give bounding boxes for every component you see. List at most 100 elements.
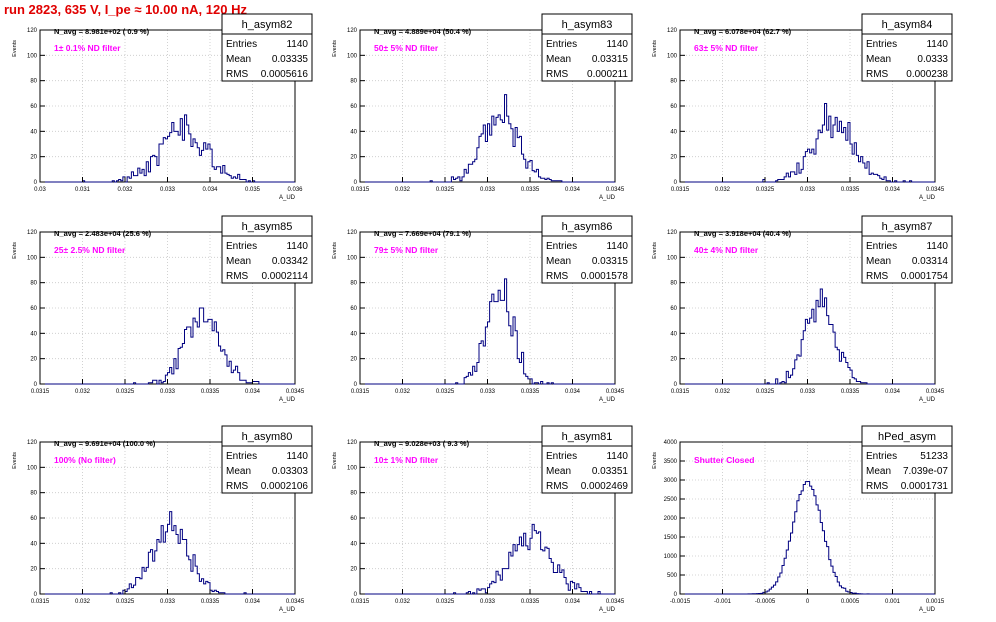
x-tick-label: 0.0325 xyxy=(436,389,455,395)
stats-body-box xyxy=(221,33,313,82)
x-tick-label: 0.032 xyxy=(715,389,731,395)
y-axis-title: Events xyxy=(652,452,658,469)
y-axis-title: Events xyxy=(652,242,658,259)
y-tick-label: 3000 xyxy=(664,478,678,484)
stats-value: 1140 xyxy=(606,39,628,50)
filter-label: 40± 4% ND filter xyxy=(694,245,759,255)
y-tick-label: 40 xyxy=(30,129,37,135)
histogram-panel-h_asym85: 0.0315 0.032 0.0325 0.033 0.0335 0.034 0.0345 0… xyxy=(12,215,313,403)
y-tick-label: 0 xyxy=(34,382,38,388)
y-tick-label: 0 xyxy=(354,382,358,388)
stats-value: 51233 xyxy=(920,451,948,462)
x-tick-label: 0.0335 xyxy=(521,389,540,395)
x-tick-label: 0.0325 xyxy=(116,599,135,605)
y-axis-title: Events xyxy=(332,40,338,57)
histogram-series-h_asym84 xyxy=(680,102,935,183)
filter-label: Shutter Closed xyxy=(694,455,754,465)
stats-label: Mean xyxy=(226,466,251,477)
y-tick-label: 100 xyxy=(347,255,358,261)
stats-value: 0.03342 xyxy=(272,256,309,267)
x-axis-title: A_UD xyxy=(919,195,936,201)
stats-label: Mean xyxy=(546,466,571,477)
stats-label: Mean xyxy=(226,256,251,267)
x-tick-label: 0.034 xyxy=(885,187,901,193)
histogram-series-h_asym83 xyxy=(360,94,615,183)
x-tick-label: 0.033 xyxy=(800,389,816,395)
stats-body-box xyxy=(541,33,633,82)
x-axis-title: A_UD xyxy=(599,607,616,613)
stats-body-box xyxy=(861,235,953,284)
stats-label: Entries xyxy=(546,451,577,462)
filter-label: 1± 0.1% ND filter xyxy=(54,43,121,53)
x-tick-label: 0.0005 xyxy=(841,599,860,605)
stats-label: RMS xyxy=(866,481,889,492)
x-tick-label: 0.033 xyxy=(160,389,176,395)
stats-label: Mean xyxy=(866,256,891,267)
stats-label: RMS xyxy=(226,481,249,492)
stats-label: RMS xyxy=(866,69,889,80)
stats-value: 0.03351 xyxy=(592,466,629,477)
x-tick-label: 0.0335 xyxy=(201,599,220,605)
x-tick-label: 0.032 xyxy=(395,389,411,395)
stats-title: h_asym87 xyxy=(882,221,933,233)
x-tick-label: 0.0325 xyxy=(756,187,775,193)
filter-label: 25± 2.5% ND filter xyxy=(54,245,126,255)
stats-label: RMS xyxy=(546,271,569,282)
histogram-series-h_asym85 xyxy=(40,307,295,385)
y-tick-label: 20 xyxy=(350,155,357,161)
x-tick-label: 0.032 xyxy=(75,389,91,395)
y-tick-label: 80 xyxy=(30,491,37,497)
y-tick-label: 40 xyxy=(30,541,37,547)
stats-label: Entries xyxy=(546,241,577,252)
stats-label: Mean xyxy=(866,54,891,65)
y-tick-label: 100 xyxy=(347,53,358,59)
y-tick-label: 3500 xyxy=(664,459,678,465)
stats-label: RMS xyxy=(546,69,569,80)
y-tick-label: 20 xyxy=(350,567,357,573)
histogram-panel-h_asym83: 0.0315 0.032 0.0325 0.033 0.0335 0.034 0.0345 0… xyxy=(332,13,633,201)
x-tick-label: 0.0345 xyxy=(606,599,625,605)
y-tick-label: 100 xyxy=(667,255,678,261)
stats-label: Entries xyxy=(546,39,577,50)
x-tick-label: 0.034 xyxy=(565,187,581,193)
stats-label: Mean xyxy=(546,256,571,267)
stats-value: 0.0005616 xyxy=(261,69,309,80)
x-tick-label: 0.034 xyxy=(245,389,261,395)
x-tick-label: 0.034 xyxy=(245,599,261,605)
x-tick-label: 0.0315 xyxy=(351,389,370,395)
y-tick-label: 2000 xyxy=(664,516,678,522)
histogram-panel-h_asym80: 0.0315 0.032 0.0325 0.033 0.0335 0.034 0.0345 0… xyxy=(12,425,313,613)
filter-label: 10± 1% ND filter xyxy=(374,455,439,465)
histogram-panel-h_asym81: 0.0315 0.032 0.0325 0.033 0.0335 0.034 0.0345 0… xyxy=(332,425,633,613)
stats-value: 0.03315 xyxy=(592,256,629,267)
stats-title: h_asym86 xyxy=(562,221,613,233)
y-tick-label: 20 xyxy=(670,155,677,161)
stats-body-box xyxy=(221,235,313,284)
stats-title: h_asym82 xyxy=(242,19,293,31)
y-tick-label: 20 xyxy=(30,357,37,363)
stats-label: RMS xyxy=(866,271,889,282)
navg-label: N_avg = 3.918e+04 (40.4 %) xyxy=(694,229,792,238)
y-tick-label: 60 xyxy=(350,306,357,312)
x-tick-label: 0.0325 xyxy=(116,389,135,395)
x-tick-label: 0.034 xyxy=(885,389,901,395)
stats-value: 0.0001754 xyxy=(901,271,949,282)
stats-value: 1140 xyxy=(926,39,948,50)
stats-value: 1140 xyxy=(926,241,948,252)
histogram-series-h_asym87 xyxy=(680,288,935,385)
filter-label: 50± 5% ND filter xyxy=(374,43,439,53)
stats-label: Mean xyxy=(546,54,571,65)
y-tick-label: 60 xyxy=(670,306,677,312)
x-tick-label: 0.0315 xyxy=(671,187,690,193)
stats-value: 0.03303 xyxy=(272,466,309,477)
x-tick-label: 0.032 xyxy=(395,599,411,605)
histogram-series-h_asym81 xyxy=(360,523,615,595)
y-tick-label: 0 xyxy=(34,592,38,598)
y-tick-label: 120 xyxy=(667,28,678,34)
y-tick-label: 60 xyxy=(350,516,357,522)
stats-label: RMS xyxy=(546,481,569,492)
y-tick-label: 0 xyxy=(34,180,38,186)
y-axis-title: Events xyxy=(12,242,18,259)
y-tick-label: 80 xyxy=(670,281,677,287)
y-tick-label: 40 xyxy=(30,331,37,337)
